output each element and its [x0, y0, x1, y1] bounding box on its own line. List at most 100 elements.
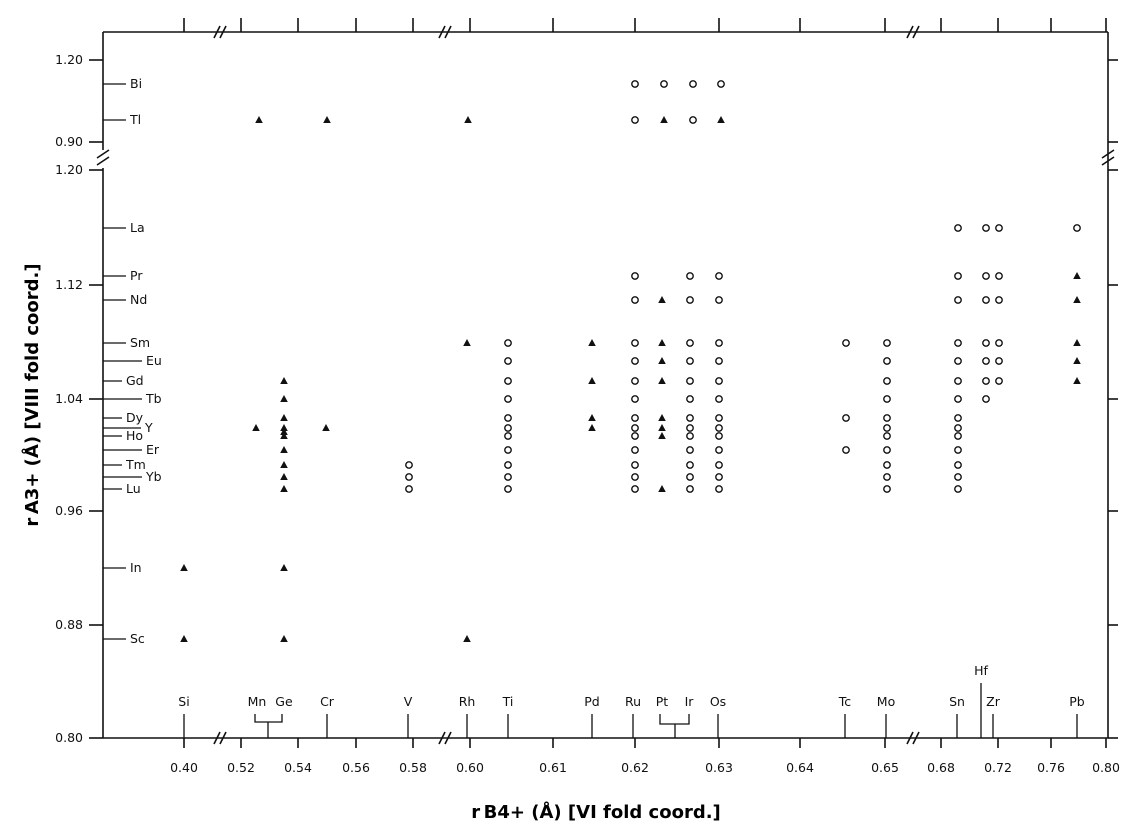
- pyrochlore-circle-marker: [715, 339, 723, 347]
- pyrochlore-circle-marker: [631, 414, 639, 422]
- y-axis-title: r A3+ (Å) [VIII fold coord.]: [20, 263, 43, 526]
- mn-ge-bracket: [254, 714, 283, 738]
- pyrochlore-circle-marker: [504, 432, 512, 440]
- pyrochlore-circle-marker: [982, 272, 990, 280]
- non-pyrochlore-triangle-marker: [323, 116, 331, 123]
- x-axis-break-mark: [444, 25, 452, 39]
- non-pyrochlore-triangle-marker: [1073, 272, 1081, 279]
- pyrochlore-circle-marker: [504, 446, 512, 454]
- pyrochlore-circle-marker: [954, 424, 962, 432]
- non-pyrochlore-triangle-marker: [280, 428, 288, 435]
- a-cation-label: Tb: [145, 391, 162, 406]
- pyrochlore-circle-marker: [631, 80, 639, 88]
- pyrochlore-circle-marker: [954, 377, 962, 385]
- non-pyrochlore-triangle-marker: [180, 564, 188, 571]
- pyrochlore-circle-marker: [686, 357, 694, 365]
- pyrochlore-circle-marker: [1073, 224, 1081, 232]
- pyrochlore-circle-marker: [631, 395, 639, 403]
- b-cation-labels: Si Mn Ge Cr V Rh Ti Pd Ru Pt Ir Os Tc Mo Sn Hf Zr Pb: [178, 663, 1085, 738]
- non-pyrochlore-triangle-marker: [658, 296, 666, 303]
- non-pyrochlore-triangle-marker: [280, 485, 288, 492]
- a-cation-label: La: [130, 220, 145, 235]
- x-axis-break-mark: [219, 25, 227, 39]
- non-pyrochlore-triangle-marker: [255, 116, 263, 123]
- a-cation-label: Ho: [126, 428, 143, 443]
- pyrochlore-circle-marker: [883, 461, 891, 469]
- pyrochlore-circle-marker: [982, 296, 990, 304]
- pyrochlore-circle-marker: [883, 395, 891, 403]
- non-pyrochlore-triangle-marker: [280, 377, 288, 384]
- b-cation-label: Zr: [986, 694, 1001, 709]
- pyrochlore-circle-marker: [631, 377, 639, 385]
- pyrochlore-circle-marker: [686, 296, 694, 304]
- non-pyrochlore-triangle-marker: [280, 564, 288, 571]
- pyrochlore-circle-marker: [686, 339, 694, 347]
- b-cation-label: Ge: [275, 694, 293, 709]
- pyrochlore-circle-marker: [842, 446, 850, 454]
- pt-ir-bracket: [659, 714, 690, 738]
- pyrochlore-circle-marker: [954, 395, 962, 403]
- pyrochlore-circle-marker: [686, 395, 694, 403]
- b-cation-label: Mo: [877, 694, 895, 709]
- y-tick-label: 1.20: [55, 52, 83, 67]
- x-tick-label: 0.80: [1092, 760, 1120, 775]
- pyrochlore-circle-marker: [954, 272, 962, 280]
- pyrochlore-circle-marker: [883, 357, 891, 365]
- pyrochlore-circle-marker: [686, 446, 694, 454]
- pyrochlore-circle-marker: [686, 485, 694, 493]
- pyrochlore-circle-marker: [954, 224, 962, 232]
- non-pyrochlore-triangle-marker: [180, 635, 188, 642]
- b-cation-label: Mn: [248, 694, 267, 709]
- pyrochlore-circle-marker: [995, 339, 1003, 347]
- x-axis-break-mark: [912, 25, 920, 39]
- non-pyrochlore-triangle-marker: [658, 377, 666, 384]
- pyrochlore-circle-marker: [883, 473, 891, 481]
- non-pyrochlore-triangle-marker: [280, 432, 288, 439]
- pyrochlore-circle-marker: [982, 395, 990, 403]
- x-axis-break-mark: [906, 25, 914, 39]
- non-pyrochlore-triangle-marker: [588, 377, 596, 384]
- x-tick-label: 0.61: [539, 760, 567, 775]
- x-tick-label: 0.63: [705, 760, 733, 775]
- non-pyrochlore-triangle-marker: [464, 116, 472, 123]
- pyrochlore-circle-marker: [686, 432, 694, 440]
- pyrochlore-circle-marker: [954, 461, 962, 469]
- non-pyrochlore-triangle-marker: [658, 357, 666, 364]
- a-cation-label: Tl: [129, 112, 141, 127]
- non-pyrochlore-triangle-marker: [1073, 377, 1081, 384]
- pyrochlore-circle-marker: [715, 395, 723, 403]
- a-cation-label: Nd: [130, 292, 147, 307]
- non-pyrochlore-triangle-marker: [658, 424, 666, 431]
- x-axis-break-mark: [906, 731, 914, 745]
- non-pyrochlore-triangle-marker: [280, 414, 288, 421]
- x-tick-label: 0.64: [786, 760, 814, 775]
- x-tick-label: 0.65: [871, 760, 899, 775]
- b-cation-label: Ru: [625, 694, 641, 709]
- pyrochlore-circle-marker: [631, 461, 639, 469]
- x-tick-label: 0.40: [170, 760, 198, 775]
- x-tick-label: 0.62: [621, 760, 649, 775]
- non-pyrochlore-triangle-marker: [658, 432, 666, 439]
- pyrochlore-circle-marker: [686, 377, 694, 385]
- non-pyrochlore-triangle-marker: [658, 414, 666, 421]
- non-pyrochlore-triangle-marker: [1073, 296, 1081, 303]
- a-cation-label: Pr: [130, 268, 143, 283]
- b-cation-label: Rh: [459, 694, 476, 709]
- x-axis-title: r B4+ (Å) [VI fold coord.]: [471, 800, 721, 823]
- x-axis-break-mark: [219, 731, 227, 745]
- pyrochlore-circle-marker: [842, 339, 850, 347]
- y-axis-break-mark: [96, 156, 110, 166]
- x-tick-label: 0.68: [927, 760, 955, 775]
- x-tick-label: 0.60: [456, 760, 484, 775]
- pyrochlore-circle-marker: [504, 485, 512, 493]
- pyrochlore-circle-marker: [715, 432, 723, 440]
- non-pyrochlore-triangle-marker: [252, 424, 260, 431]
- non-pyrochlore-triangle-marker: [280, 446, 288, 453]
- non-pyrochlore-triangle-marker: [280, 461, 288, 468]
- pyrochlore-circle-marker: [982, 224, 990, 232]
- pyrochlore-circle-marker: [686, 414, 694, 422]
- pyrochlore-circle-marker: [631, 485, 639, 493]
- pyrochlore-circle-marker: [883, 424, 891, 432]
- pyrochlore-circle-marker: [982, 377, 990, 385]
- pyrochlore-circle-marker: [631, 296, 639, 304]
